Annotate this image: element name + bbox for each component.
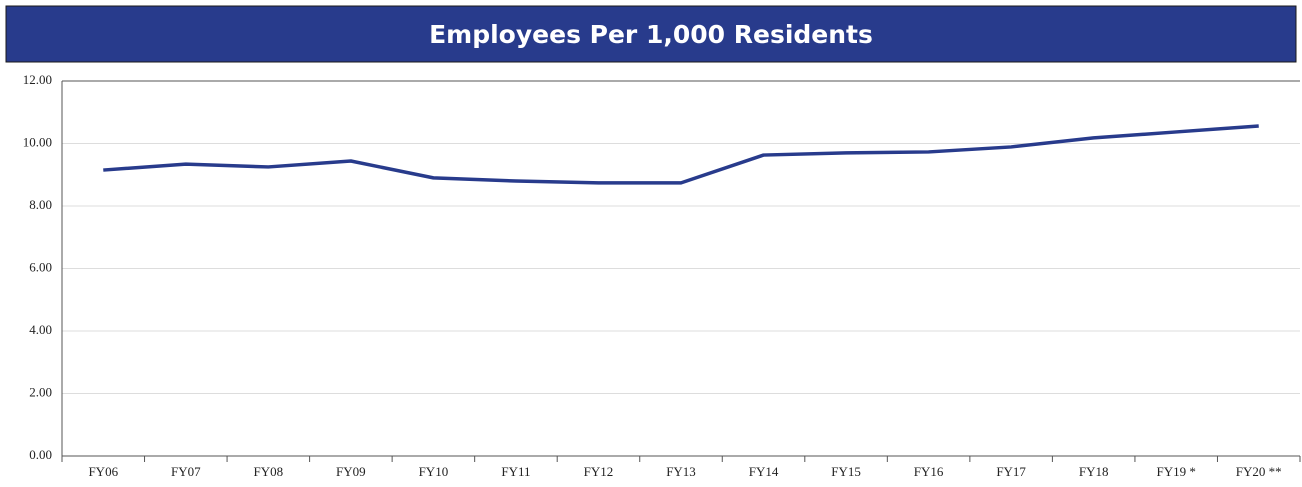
y-tick-label: 6.00 [29, 259, 52, 274]
y-tick-label: 10.00 [23, 134, 52, 149]
line-series [103, 124, 1259, 185]
x-tick-label: FY09 [336, 464, 366, 479]
y-tick-label: 8.00 [29, 197, 52, 212]
chart-title: Employees Per 1,000 Residents [429, 20, 873, 49]
x-tick-label: FY13 [666, 464, 696, 479]
x-tick-label: FY15 [831, 464, 861, 479]
y-tick-label: 12.00 [23, 72, 52, 87]
x-tick-label: FY19 * [1157, 464, 1196, 479]
x-tick-label: FY20 ** [1236, 464, 1282, 479]
x-tick-label: FY08 [254, 464, 284, 479]
x-tick-label: FY11 [501, 464, 530, 479]
x-tick-label: FY12 [584, 464, 614, 479]
y-tick-label: 0.00 [29, 447, 52, 462]
y-tick-label: 4.00 [29, 322, 52, 337]
x-tick-label: FY06 [88, 464, 118, 479]
x-tick-label: FY18 [1079, 464, 1109, 479]
x-tick-label: FY17 [996, 464, 1026, 479]
x-tick-label: FY07 [171, 464, 201, 479]
y-tick-label: 2.00 [29, 384, 52, 399]
x-tick-label: FY14 [749, 464, 779, 479]
x-tick-label: FY10 [419, 464, 449, 479]
x-tick-label: FY16 [914, 464, 944, 479]
title-banner [5, 5, 1297, 63]
